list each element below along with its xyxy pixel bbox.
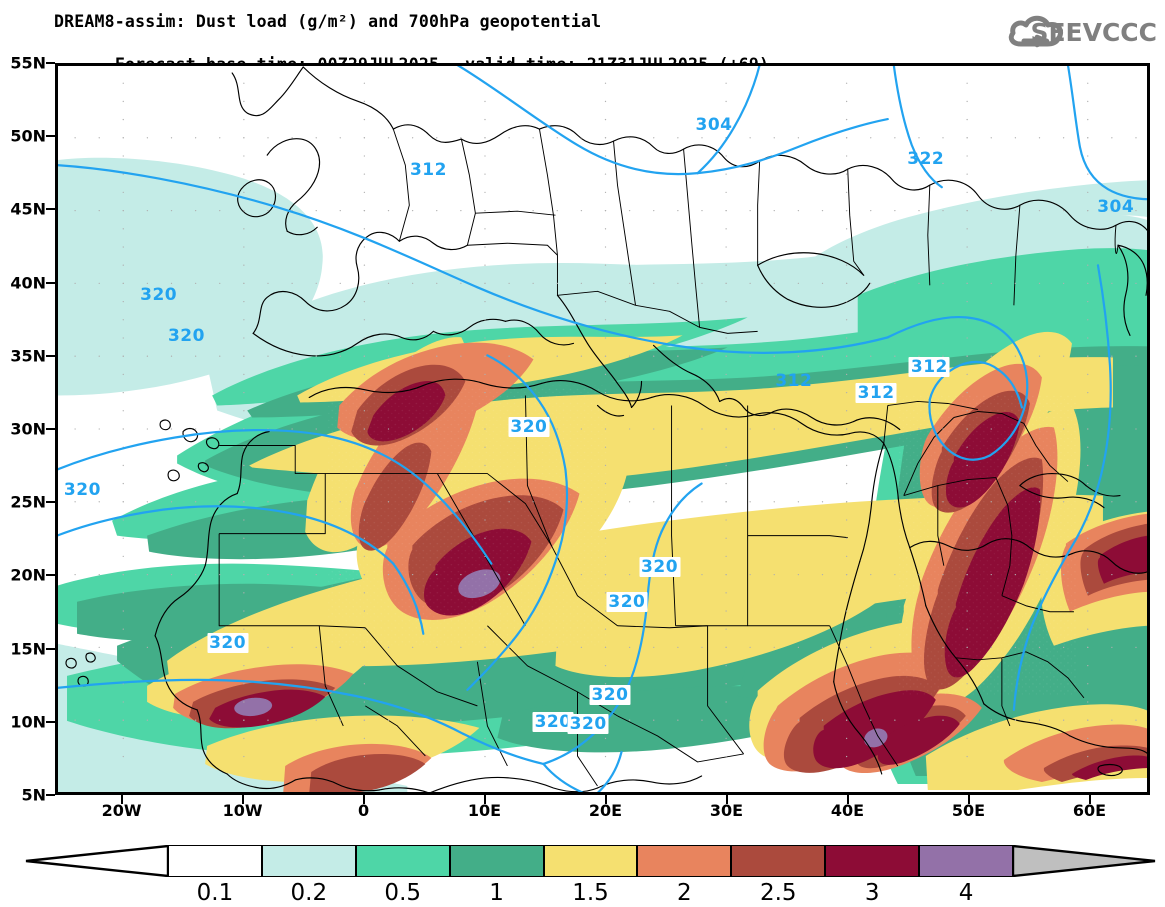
page-title: DREAM8-assim: Dust load (g/m²) and 700hP… [54, 12, 602, 31]
x-axis-tick-label: 60E [1072, 801, 1107, 820]
colorbar-segment[interactable] [449, 845, 544, 877]
colorbar-segment[interactable] [261, 845, 356, 877]
contour-label: 322 [907, 148, 945, 169]
contour-label: 304 [695, 115, 733, 136]
seevccc-logo: SEEVCCC [1007, 12, 1157, 52]
x-axis-tick-label: 50E [951, 801, 986, 820]
contour-label: 320 [63, 479, 101, 500]
y-axis-tick-label: 35N [10, 346, 46, 366]
contour-label: 312 [855, 382, 897, 403]
colorbar-tick-label: 1.5 [572, 880, 609, 906]
contour-label: 320 [606, 592, 648, 613]
y-axis-tick [46, 501, 55, 504]
colorbar-segment[interactable] [355, 845, 450, 877]
colorbar-tick-label: 0.1 [196, 880, 234, 906]
contour-label: 320 [532, 712, 574, 733]
colorbar-segment[interactable] [543, 845, 638, 877]
x-axis-tick-label: 20E [588, 801, 623, 820]
colorbar[interactable]: 0.1 0.2 0.5 1 1.5 2 2.5 3 4 [0, 838, 1165, 907]
x-axis-tick [725, 795, 728, 804]
contour-label: 320 [508, 416, 550, 437]
colorbar-tick-label: 0.2 [290, 880, 328, 906]
colorbar-tick-label: 4 [958, 880, 974, 906]
x-axis-tick-label: 10W [222, 801, 263, 820]
colorbar-tick-label: 2.5 [759, 880, 797, 906]
y-axis-tick-label: 40N [10, 273, 46, 293]
colorbar-segment[interactable] [731, 845, 826, 877]
colorbar-tick-label: 3 [864, 880, 880, 906]
x-axis-tick [604, 795, 607, 804]
y-axis-tick [46, 720, 55, 723]
logo-text: SEEVCCC [1030, 18, 1157, 47]
colorbar-low-extend-arrow [25, 845, 168, 877]
y-axis-tick-label: 30N [10, 419, 46, 439]
contour-label: 320 [589, 684, 631, 705]
y-axis-tick [46, 281, 55, 284]
map-plot-area[interactable]: 304 304 312 322 312 312 312 320 320 320 320 320 320 3… [55, 63, 1150, 795]
x-axis-tick [846, 795, 849, 804]
header: DREAM8-assim: Dust load (g/m²) and 700hP… [0, 0, 1165, 74]
cloud-wind-icon [1008, 15, 1064, 48]
contour-label: 320 [140, 284, 178, 305]
colorbar-tick-label: 2 [677, 880, 692, 906]
x-axis-tick-label: 40E [830, 801, 865, 820]
y-axis-tick-label: 15N [10, 639, 46, 659]
dust-load-map [57, 65, 1148, 793]
y-axis-tick [46, 135, 55, 138]
y-axis-tick [46, 574, 55, 577]
contour-label: 320 [207, 633, 249, 654]
contour-label: 312 [409, 160, 447, 181]
y-axis-tick-label: 5N [21, 785, 46, 805]
colorbar-segment[interactable] [637, 845, 732, 877]
x-axis-tick [362, 795, 365, 804]
y-axis-tick-label: 10N [10, 712, 46, 732]
y-axis-tick-label: 50N [10, 126, 46, 146]
x-axis-tick [483, 795, 486, 804]
x-axis-tick-label: 0 [357, 801, 370, 820]
x-axis-tick-label: 20W [101, 801, 142, 820]
x-axis-tick [1088, 795, 1091, 804]
y-axis-tick [46, 208, 55, 211]
contour-label: 320 [567, 713, 609, 734]
x-axis-tick [967, 795, 970, 804]
colorbar-tick-label: 1 [489, 880, 504, 906]
contour-label: 304 [1097, 197, 1135, 217]
x-axis-tick [120, 795, 123, 804]
x-axis-tick [241, 795, 244, 804]
contour-label: 312 [775, 371, 813, 392]
x-axis-tick-label: 10E [467, 801, 502, 820]
y-axis-tick [46, 647, 55, 650]
y-axis-tick-label: 20N [10, 565, 46, 585]
y-axis-tick [46, 428, 55, 430]
colorbar-high-extend-arrow [1013, 845, 1156, 877]
contour-label: 312 [908, 356, 950, 377]
y-axis-tick [46, 354, 55, 357]
colorbar-segment[interactable] [825, 845, 920, 877]
colorbar-segments[interactable] [168, 845, 1013, 877]
contour-label: 320 [639, 557, 681, 578]
colorbar-tick-label: 0.5 [384, 880, 422, 906]
y-axis-tick [46, 794, 55, 796]
y-axis-tick-label: 45N [10, 199, 46, 219]
y-axis-tick-label: 25N [10, 492, 46, 512]
x-axis-tick-label: 30E [709, 801, 744, 820]
contour-label: 320 [167, 325, 205, 346]
colorbar-segment[interactable] [168, 845, 262, 877]
colorbar-segment[interactable] [919, 845, 1013, 877]
